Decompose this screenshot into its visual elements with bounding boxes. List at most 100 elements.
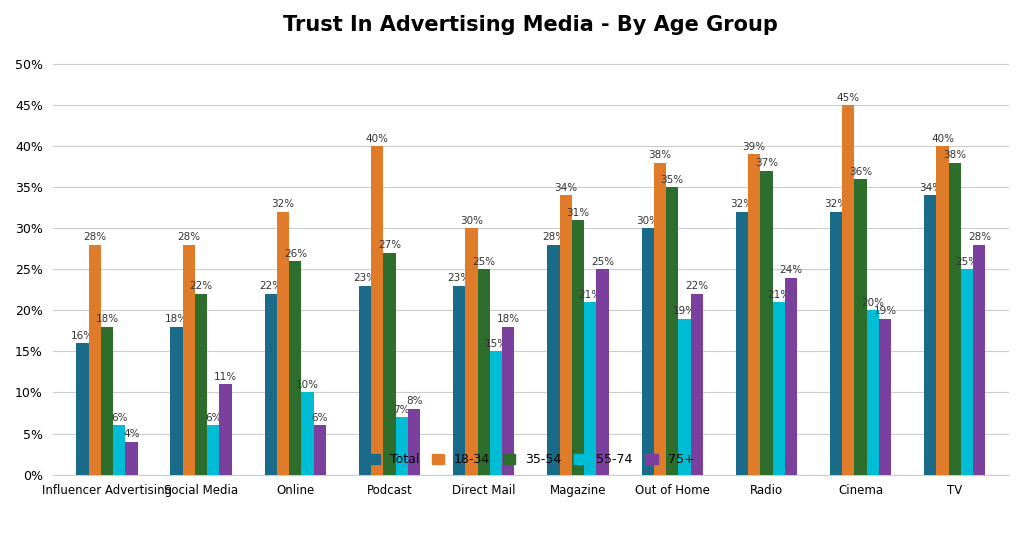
Bar	[854, 179, 866, 475]
Text: 4%: 4%	[123, 429, 139, 439]
Bar	[125, 442, 137, 475]
Text: 25%: 25%	[591, 257, 614, 267]
Bar	[948, 162, 961, 475]
Text: 24%: 24%	[779, 265, 803, 275]
Text: 19%: 19%	[673, 306, 696, 316]
Text: 26%: 26%	[284, 249, 307, 259]
Text: 35%: 35%	[660, 175, 684, 185]
Text: 21%: 21%	[767, 290, 791, 300]
Bar	[502, 327, 514, 475]
Text: 32%: 32%	[271, 199, 295, 209]
Bar	[371, 146, 383, 475]
Text: 40%: 40%	[931, 134, 954, 144]
Text: 36%: 36%	[849, 167, 872, 177]
Text: 18%: 18%	[95, 314, 119, 324]
Bar	[489, 352, 502, 475]
Bar	[559, 196, 571, 475]
Text: 6%: 6%	[205, 413, 221, 423]
Title: Trust In Advertising Media - By Age Group: Trust In Advertising Media - By Age Grou…	[284, 15, 778, 35]
Bar	[925, 196, 937, 475]
Text: 23%: 23%	[447, 273, 471, 283]
Text: 28%: 28%	[83, 232, 106, 242]
Bar	[195, 294, 207, 475]
Bar	[548, 245, 559, 475]
Bar	[265, 294, 276, 475]
Text: 22%: 22%	[259, 282, 283, 292]
Legend: Total, 18-34, 35-54, 55-74, 75+: Total, 18-34, 35-54, 55-74, 75+	[361, 447, 700, 473]
Text: 11%: 11%	[214, 372, 238, 382]
Bar	[843, 105, 854, 475]
Bar	[571, 220, 584, 475]
Bar	[276, 212, 289, 475]
Text: 6%: 6%	[111, 413, 127, 423]
Text: 8%: 8%	[406, 396, 422, 407]
Text: 20%: 20%	[861, 298, 885, 308]
Text: 40%: 40%	[366, 134, 389, 144]
Bar	[88, 245, 100, 475]
Text: 30%: 30%	[460, 216, 483, 226]
Text: 15%: 15%	[484, 339, 508, 349]
Text: 21%: 21%	[579, 290, 602, 300]
Text: 28%: 28%	[968, 232, 991, 242]
Bar	[584, 302, 596, 475]
Text: 22%: 22%	[685, 282, 709, 292]
Text: 32%: 32%	[824, 199, 848, 209]
Text: 32%: 32%	[730, 199, 754, 209]
Bar	[961, 269, 973, 475]
Bar	[395, 417, 408, 475]
Text: 18%: 18%	[165, 314, 188, 324]
Bar	[219, 384, 231, 475]
Text: 7%: 7%	[393, 404, 410, 415]
Bar	[289, 261, 301, 475]
Text: 16%: 16%	[71, 331, 94, 341]
Bar	[596, 269, 608, 475]
Text: 19%: 19%	[873, 306, 897, 316]
Bar	[301, 392, 313, 475]
Text: 23%: 23%	[353, 273, 377, 283]
Text: 28%: 28%	[177, 232, 201, 242]
Bar	[736, 212, 748, 475]
Bar	[313, 425, 326, 475]
Bar	[207, 425, 219, 475]
Text: 6%: 6%	[311, 413, 328, 423]
Text: 45%: 45%	[837, 93, 860, 102]
Text: 28%: 28%	[542, 232, 565, 242]
Bar	[359, 286, 371, 475]
Bar	[182, 245, 195, 475]
Bar	[678, 319, 690, 475]
Text: 38%: 38%	[648, 150, 672, 160]
Text: 34%: 34%	[919, 183, 942, 193]
Text: 30%: 30%	[636, 216, 659, 226]
Bar	[100, 327, 113, 475]
Bar	[937, 146, 948, 475]
Bar	[383, 253, 395, 475]
Bar	[866, 311, 879, 475]
Text: 18%: 18%	[497, 314, 520, 324]
Bar	[760, 171, 772, 475]
Bar	[653, 162, 666, 475]
Bar	[465, 228, 477, 475]
Bar	[76, 343, 88, 475]
Text: 10%: 10%	[296, 380, 319, 390]
Bar	[784, 277, 797, 475]
Bar	[454, 286, 465, 475]
Bar	[690, 294, 702, 475]
Text: 22%: 22%	[189, 282, 213, 292]
Bar	[170, 327, 182, 475]
Text: 25%: 25%	[472, 257, 496, 267]
Bar	[748, 154, 760, 475]
Text: 34%: 34%	[554, 183, 578, 193]
Bar	[666, 187, 678, 475]
Text: 37%: 37%	[755, 159, 778, 168]
Bar	[973, 245, 985, 475]
Bar	[477, 269, 489, 475]
Text: 31%: 31%	[566, 208, 590, 217]
Bar	[879, 319, 891, 475]
Bar	[830, 212, 843, 475]
Bar	[408, 409, 420, 475]
Text: 27%: 27%	[378, 240, 401, 251]
Bar	[113, 425, 125, 475]
Text: 38%: 38%	[943, 150, 967, 160]
Text: 39%: 39%	[742, 142, 766, 152]
Bar	[772, 302, 784, 475]
